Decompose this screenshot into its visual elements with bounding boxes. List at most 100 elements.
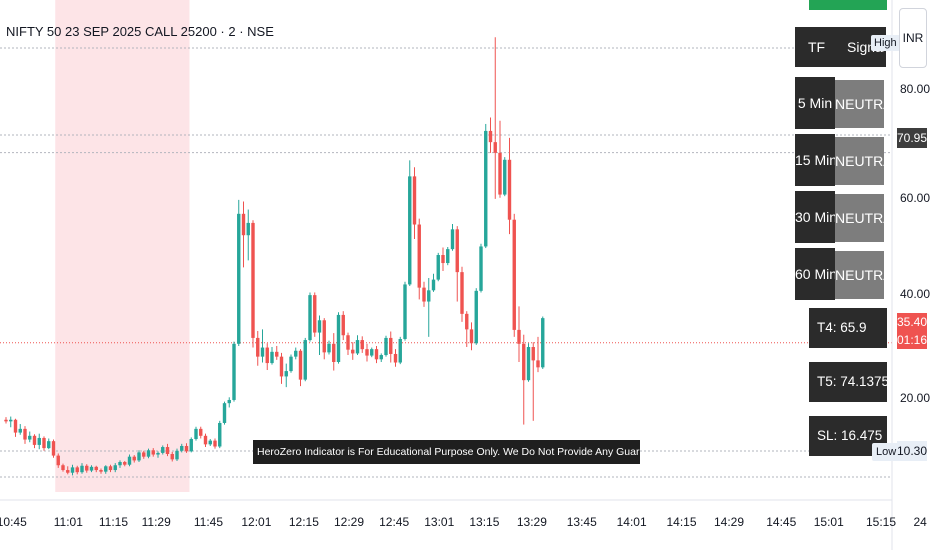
candle-body — [118, 462, 122, 466]
candle-body — [151, 450, 155, 455]
candle — [536, 336, 540, 373]
candle-body — [104, 466, 108, 472]
candle-body — [479, 246, 483, 291]
candle-body — [70, 467, 75, 473]
candle — [127, 454, 132, 467]
candle-body — [517, 329, 521, 344]
signal-row-15min: 15 Min NEUTRAL — [795, 134, 886, 186]
candle-body — [360, 340, 364, 350]
candle — [184, 443, 189, 453]
candle-body — [503, 159, 507, 195]
candle-body — [85, 465, 89, 471]
candle-body — [47, 441, 51, 449]
candle — [503, 157, 507, 197]
candle-body — [365, 349, 369, 356]
candle — [32, 434, 37, 449]
candle — [469, 322, 474, 351]
candle — [398, 336, 402, 365]
candle-body — [232, 343, 236, 400]
candle — [23, 426, 27, 444]
candle — [104, 465, 108, 474]
candle-body — [123, 462, 127, 465]
time-axis-label: 14:45 — [766, 515, 797, 529]
signal-row-60min: 60 Min NEUTRAL — [795, 248, 886, 300]
candle — [355, 335, 360, 356]
candle-body — [218, 422, 222, 447]
candle — [47, 438, 51, 450]
candle — [156, 451, 160, 458]
candle — [165, 443, 170, 457]
candle — [180, 443, 184, 453]
time-axis-label: 13:01 — [424, 515, 455, 529]
candle — [270, 347, 274, 365]
row-tf: 60 Min — [795, 248, 835, 300]
candle — [151, 448, 155, 457]
candle-body — [427, 290, 431, 302]
candle — [289, 354, 293, 373]
candle — [322, 318, 326, 360]
candle-body — [260, 347, 265, 357]
candle — [203, 433, 208, 448]
candle-body — [460, 272, 464, 314]
row-tf: 5 Min — [795, 77, 835, 129]
row-signal: NEUTRAL — [835, 194, 884, 242]
candle-body — [493, 142, 497, 153]
candle-body — [142, 452, 146, 457]
candle — [199, 426, 203, 439]
row-signal: NEUTRAL — [835, 137, 884, 185]
candle-body — [512, 219, 516, 330]
row-tf: 15 Min — [795, 134, 835, 186]
candle-body — [13, 419, 18, 433]
candle — [441, 247, 445, 272]
high-tag: High — [871, 35, 900, 51]
candle — [484, 123, 488, 249]
candle — [132, 455, 136, 463]
time-axis-label: 12:45 — [379, 515, 410, 529]
candle — [455, 226, 459, 302]
candle — [237, 199, 241, 346]
candle-body — [165, 447, 170, 454]
candle — [194, 426, 198, 441]
candle-body — [441, 255, 445, 264]
candle-body — [89, 466, 94, 471]
candle-body — [189, 439, 193, 452]
time-axis-label: 13:45 — [566, 515, 597, 529]
candle — [279, 352, 284, 384]
candle-body — [531, 347, 535, 361]
price-label: 80.00 — [900, 82, 931, 96]
candle — [308, 292, 312, 342]
candle-body — [61, 465, 65, 471]
candle-body — [469, 329, 474, 344]
candle-body — [522, 343, 526, 381]
candle-body — [294, 350, 298, 357]
candle — [170, 451, 174, 462]
candle-body — [327, 343, 331, 353]
candle-body — [222, 403, 227, 423]
candle-body — [23, 428, 27, 440]
candle-body — [341, 314, 345, 336]
candle-body — [332, 343, 336, 362]
candle-body — [241, 213, 246, 236]
candle — [146, 448, 151, 459]
candle-body — [398, 338, 402, 363]
symbol-title: NIFTY 50 23 SEP 2025 CALL 25200 · 2 · NS… — [6, 24, 274, 39]
candle-body — [184, 445, 189, 452]
target-t4: T4: 65.9 — [809, 308, 887, 348]
candles — [4, 37, 545, 476]
candle — [379, 353, 383, 362]
candle-body — [446, 249, 450, 264]
currency-button[interactable]: INR — [899, 8, 927, 68]
candle — [488, 117, 493, 153]
candle-body — [322, 320, 326, 353]
candle-body — [484, 130, 488, 247]
candle-body — [526, 347, 531, 381]
time-axis-label: 11:15 — [98, 515, 129, 529]
candle-body — [42, 437, 46, 449]
candle-body — [175, 450, 179, 460]
candle — [417, 218, 421, 300]
candle — [408, 160, 412, 287]
candle-body — [393, 353, 398, 363]
candle-body — [113, 465, 117, 471]
disclaimer-banner: HeroZero Indicator is For Educational Pu… — [253, 440, 640, 464]
